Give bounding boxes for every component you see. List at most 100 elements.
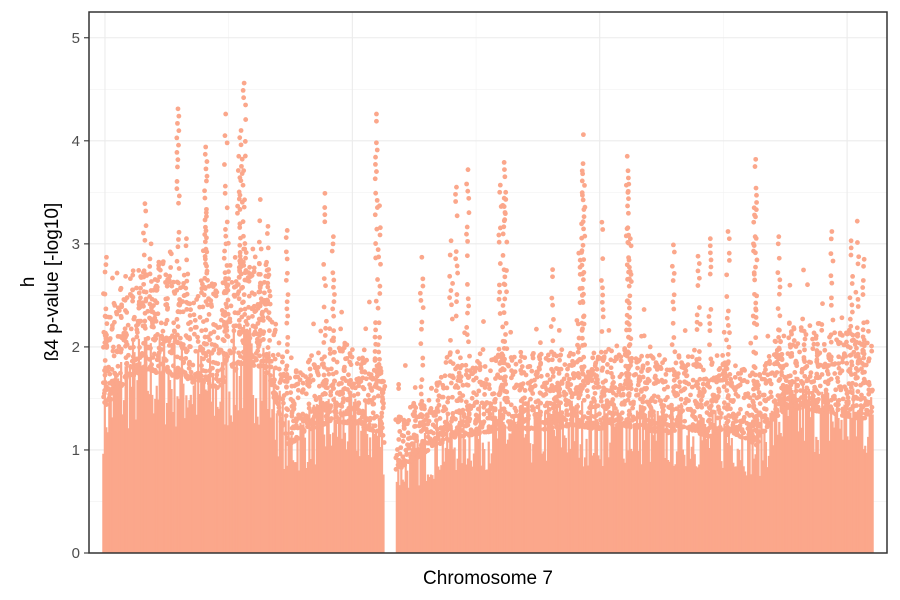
data-point-peak xyxy=(202,334,208,340)
data-point xyxy=(665,394,670,400)
data-point-peak xyxy=(775,306,781,312)
data-point xyxy=(458,355,463,361)
data-point xyxy=(163,272,169,278)
data-point xyxy=(787,402,793,408)
data-point-peak xyxy=(581,378,586,384)
data-point-peak xyxy=(548,324,554,329)
data-point-peak xyxy=(754,257,760,263)
data-point xyxy=(256,271,262,277)
data-point-peak xyxy=(551,317,556,322)
data-point xyxy=(757,401,763,407)
data-point xyxy=(213,360,219,366)
data-point xyxy=(289,425,295,431)
data-point xyxy=(698,397,704,403)
data-point-peak xyxy=(143,208,149,214)
data-point xyxy=(723,432,729,437)
data-point xyxy=(865,380,871,386)
data-point xyxy=(101,329,107,335)
data-point xyxy=(443,406,449,412)
data-point-peak xyxy=(184,306,190,312)
data-point xyxy=(351,393,357,398)
data-point-peak xyxy=(373,320,378,326)
data-point xyxy=(835,407,841,412)
data-point xyxy=(765,333,771,339)
data-point xyxy=(815,399,820,405)
data-point xyxy=(333,400,338,406)
data-point-peak xyxy=(860,278,866,283)
data-point xyxy=(484,377,489,382)
data-point xyxy=(283,431,289,436)
data-point xyxy=(658,364,663,370)
data-point-peak xyxy=(861,263,866,269)
data-point xyxy=(720,353,726,358)
data-point-peak xyxy=(853,382,859,388)
data-point xyxy=(815,321,821,326)
data-point xyxy=(618,358,624,364)
data-point-peak xyxy=(222,162,227,167)
data-point xyxy=(512,369,518,375)
data-point-peak xyxy=(465,238,470,244)
data-point-peak xyxy=(175,244,181,250)
data-point-peak xyxy=(599,394,604,400)
data-point xyxy=(739,434,744,440)
data-point xyxy=(311,321,316,327)
data-point xyxy=(641,412,647,418)
data-point xyxy=(800,381,805,387)
data-point-peak xyxy=(860,292,866,297)
data-point-peak xyxy=(829,295,834,301)
data-point xyxy=(293,369,299,375)
data-point xyxy=(582,414,587,420)
data-point xyxy=(779,408,785,414)
data-point-peak xyxy=(283,249,289,255)
data-point xyxy=(639,387,644,393)
data-point xyxy=(468,406,474,412)
data-point xyxy=(477,429,482,435)
data-point xyxy=(130,268,136,274)
data-point xyxy=(309,353,314,359)
data-point xyxy=(288,396,294,402)
data-point-peak xyxy=(502,282,508,288)
data-point-peak xyxy=(419,377,425,383)
data-point xyxy=(246,356,252,362)
data-point xyxy=(836,365,842,371)
data-point xyxy=(190,379,196,385)
data-point xyxy=(123,273,129,279)
data-point xyxy=(530,391,536,396)
data-point-peak xyxy=(323,325,328,331)
data-point xyxy=(191,300,197,306)
data-point xyxy=(557,352,563,358)
data-point xyxy=(360,384,366,390)
data-point xyxy=(492,406,498,412)
data-point xyxy=(545,372,550,378)
data-point xyxy=(253,351,259,356)
data-point-peak xyxy=(285,292,291,298)
data-point-peak xyxy=(185,271,191,277)
data-point-peak xyxy=(285,342,290,347)
data-point xyxy=(763,380,769,386)
data-point xyxy=(670,367,676,372)
data-point-peak xyxy=(848,323,854,329)
data-point xyxy=(333,410,339,416)
data-point xyxy=(112,302,118,308)
data-point-peak xyxy=(185,335,190,341)
data-point-peak xyxy=(237,267,242,273)
data-point-peak xyxy=(624,153,630,159)
data-point xyxy=(865,400,871,406)
data-point xyxy=(102,372,108,378)
data-point xyxy=(377,424,383,429)
data-point xyxy=(616,352,622,358)
data-point xyxy=(591,350,597,356)
data-point xyxy=(801,267,806,273)
data-point xyxy=(774,409,780,415)
data-point xyxy=(869,409,874,415)
data-point xyxy=(130,298,136,304)
data-point-peak xyxy=(707,384,712,390)
data-point-peak xyxy=(236,153,242,159)
data-point-peak xyxy=(752,234,758,240)
data-point xyxy=(358,419,364,424)
data-point-peak xyxy=(627,314,633,320)
data-point xyxy=(797,349,802,355)
data-point xyxy=(814,404,820,410)
data-point xyxy=(137,355,143,361)
data-point xyxy=(756,421,762,427)
